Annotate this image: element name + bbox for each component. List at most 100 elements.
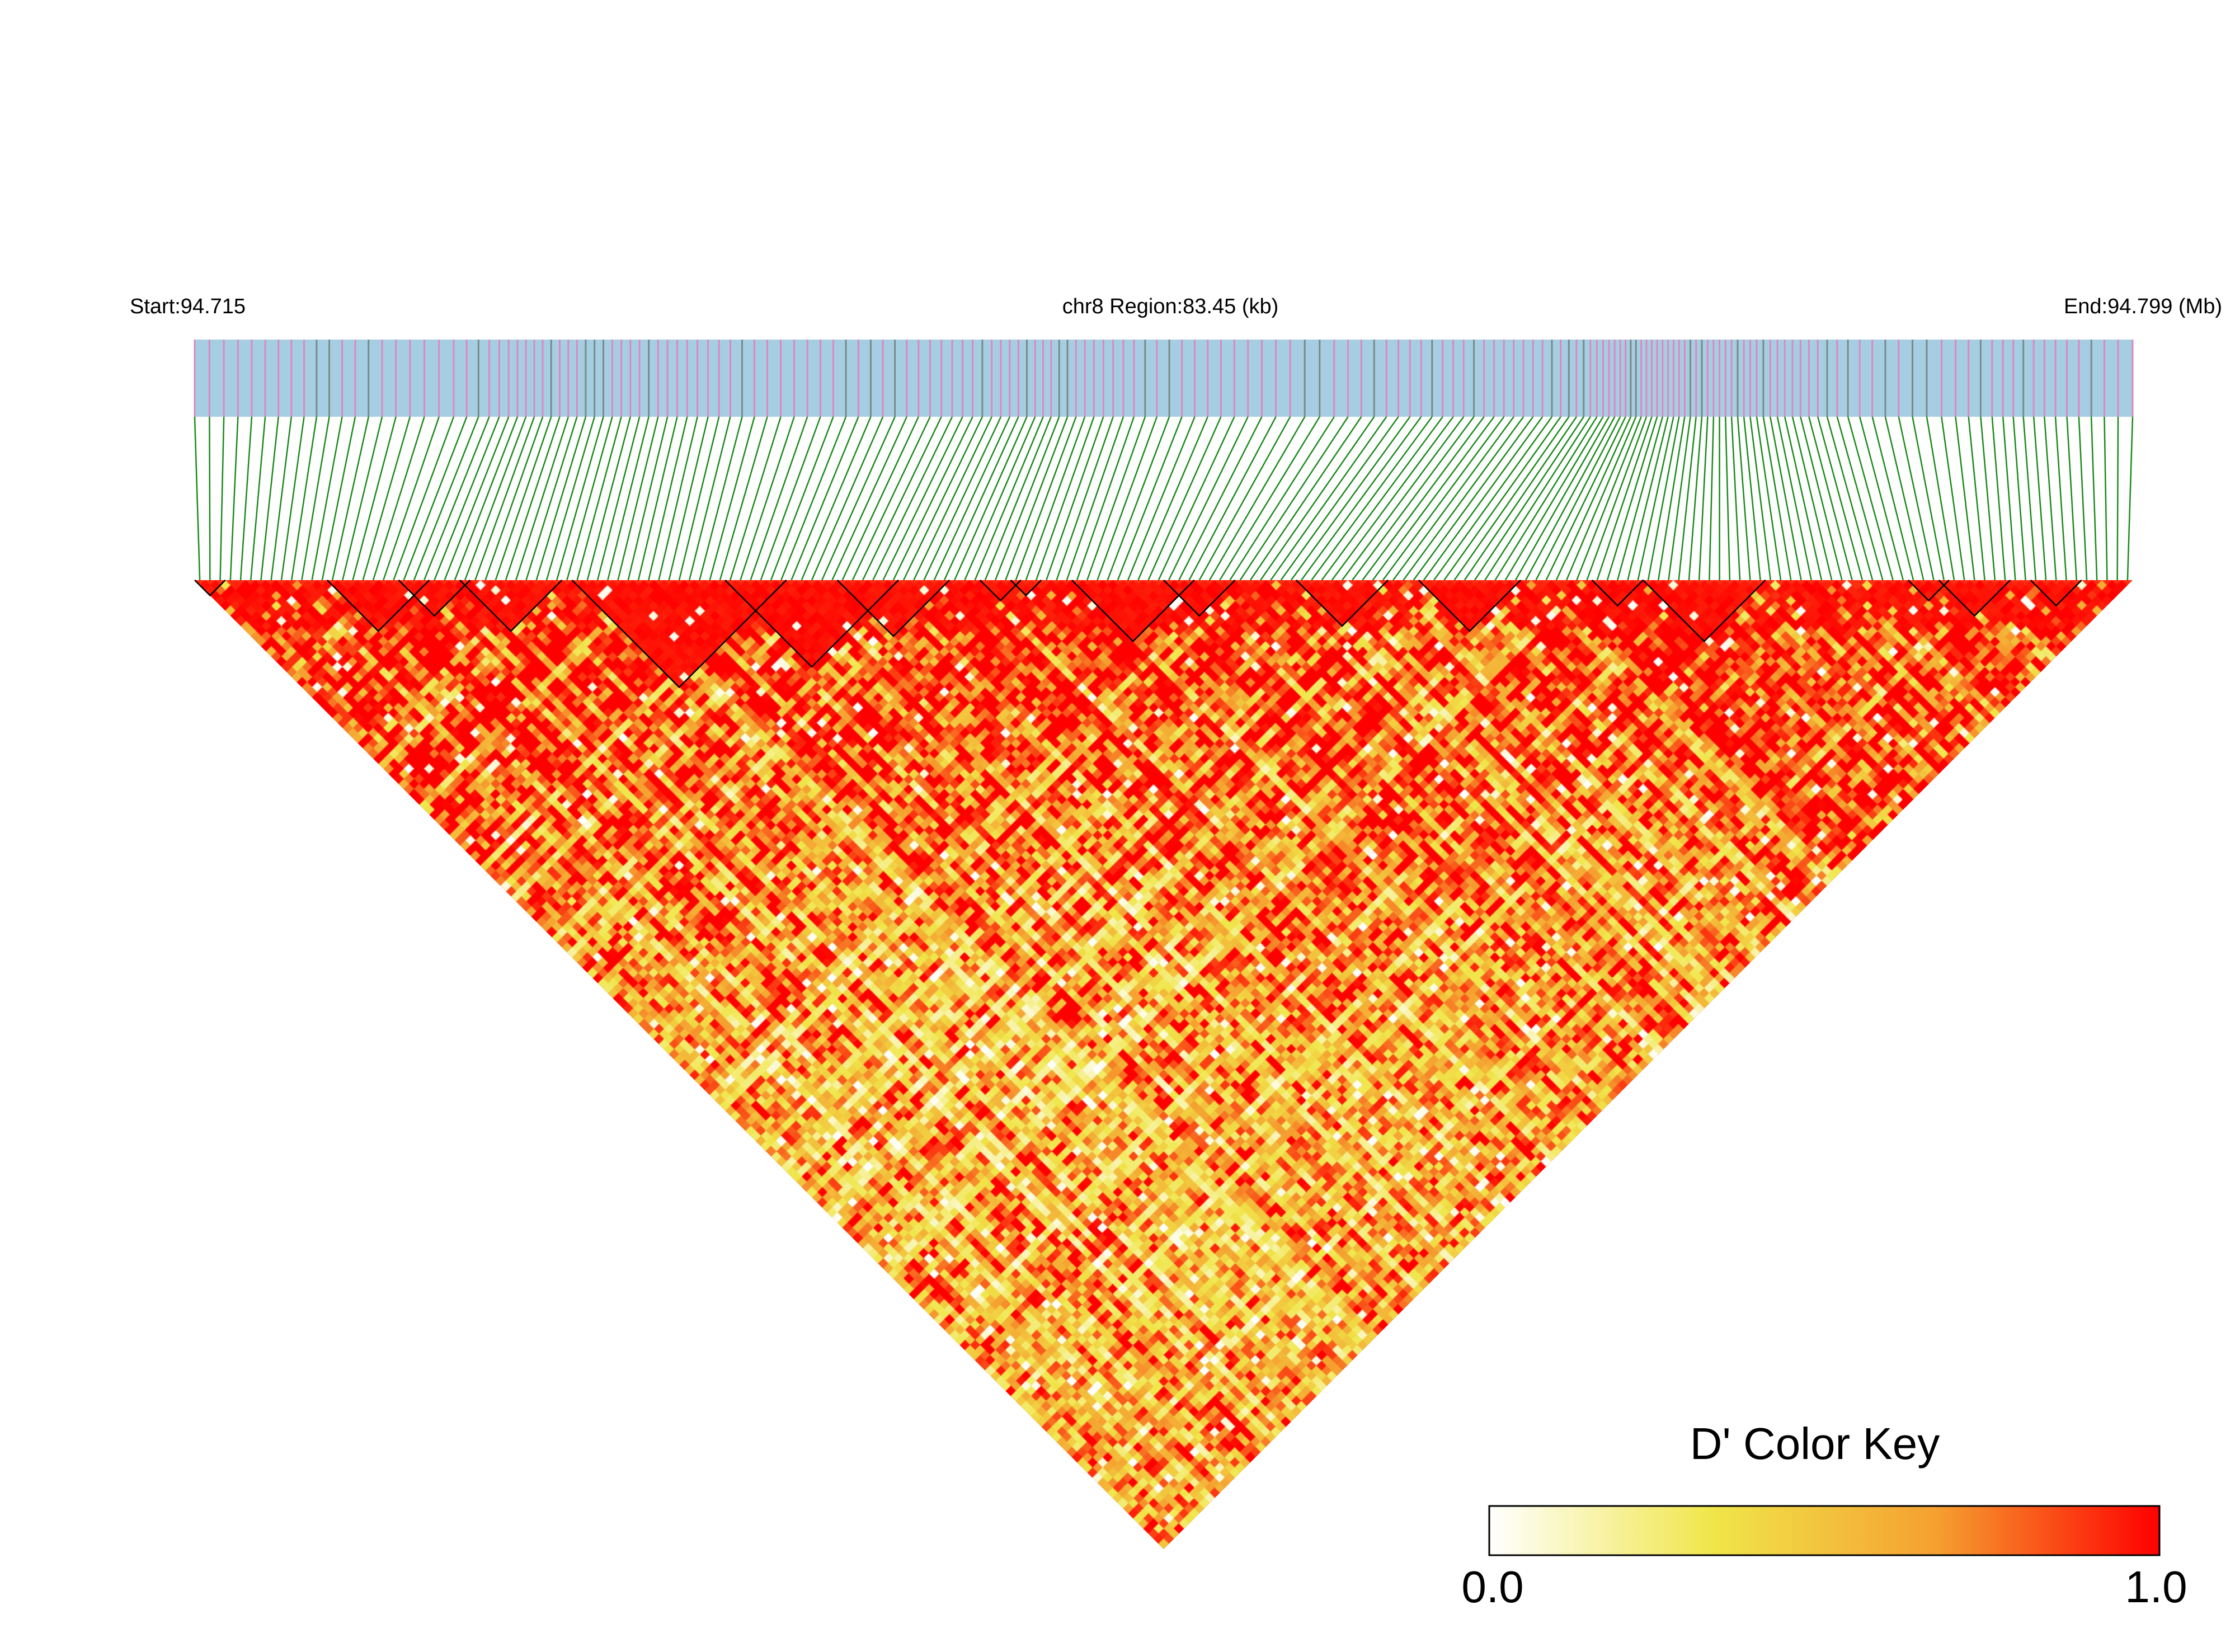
haplotype-block-outline (1418, 580, 1521, 632)
snp-connector (1270, 416, 1387, 581)
snp-connector (1097, 416, 1158, 581)
snp-connector (1168, 416, 1249, 581)
snp-connector (923, 416, 1002, 581)
snp-connector (668, 416, 709, 581)
snp-connector (1871, 416, 1914, 581)
haplotype-block-outline (1071, 580, 1195, 643)
snp-connector (1280, 416, 1399, 581)
snp-connector (709, 416, 755, 581)
snp-connector (194, 416, 201, 581)
snp-connector (1005, 416, 1069, 581)
snp-connector (1688, 416, 1703, 581)
haplotype-block-outline (1010, 580, 1042, 597)
snp-connector (1433, 416, 1553, 581)
snp-connector (1066, 416, 1124, 581)
snp-connector (1724, 416, 1731, 581)
snp-connector (892, 416, 973, 581)
snp-connector (1800, 416, 1843, 581)
snp-connector (383, 416, 440, 581)
snp-connector (1107, 416, 1170, 581)
snp-connector (2032, 416, 2047, 581)
snp-connector (801, 416, 872, 581)
snp-connector (1555, 416, 1632, 581)
snp-connector (1392, 416, 1514, 581)
snp-connector (1229, 416, 1335, 581)
snp-connector (1826, 416, 1874, 581)
snp-connector (1991, 416, 2006, 581)
snp-connector (1586, 416, 1648, 581)
snp-connector (1352, 416, 1475, 581)
snp-connector (1249, 416, 1362, 581)
snp-connector (311, 416, 343, 581)
haplotype-block-outline (194, 580, 226, 597)
snp-connector (811, 416, 884, 581)
snp-connector (872, 416, 953, 581)
snp-connector (280, 416, 305, 581)
snp-connector (791, 416, 859, 581)
snp-connector (851, 416, 931, 581)
snp-connector (209, 416, 211, 581)
snp-connector (1898, 416, 1935, 581)
snp-connector (1668, 416, 1691, 581)
snp-connector (1817, 416, 1864, 581)
snp-connector (607, 416, 650, 581)
snp-connector (719, 416, 768, 581)
snp-connector (617, 416, 659, 581)
snp-connector (699, 416, 743, 581)
haplotype-block-outline (327, 580, 430, 632)
snp-connector (586, 416, 631, 581)
snp-connector (1565, 416, 1637, 581)
snp-connector (1413, 416, 1534, 581)
haplotype-block-outline (1591, 580, 1644, 607)
snp-connector (1219, 416, 1320, 581)
snp-connector (1698, 416, 1709, 581)
snp-connector (1015, 416, 1077, 581)
snp-connector (1301, 416, 1422, 581)
snp-connector (637, 416, 678, 581)
snp-connector (1382, 416, 1505, 581)
snp-connector (1576, 416, 1642, 581)
gene-track (194, 340, 2134, 417)
snp-connector (362, 416, 411, 581)
snp-connector (770, 416, 834, 581)
snp-connector (2066, 416, 2077, 581)
snp-connector (1188, 416, 1277, 581)
snp-connector (1545, 416, 1626, 581)
snp-connector (1311, 416, 1433, 581)
snp-position-connectors (194, 416, 2134, 581)
snp-connector (1158, 416, 1235, 581)
haplotype-block-outline (1296, 580, 1389, 627)
snp-connector (2012, 416, 2026, 581)
variant-ticks (194, 340, 2134, 417)
snp-connector (1709, 416, 1715, 581)
snp-connector (2090, 416, 2098, 581)
snp-connector (943, 416, 1019, 581)
snp-connector (545, 416, 595, 581)
snp-connector (352, 416, 397, 581)
color-key-max-label: 1.0 (2125, 1562, 2187, 1612)
snp-connector (1423, 416, 1544, 581)
snp-connector (1606, 416, 1658, 581)
snp-connector (290, 416, 318, 581)
snp-connector (1117, 416, 1183, 581)
haplotype-block-outline (459, 580, 563, 632)
snp-connector (1737, 416, 1751, 581)
snp-connector (1137, 416, 1208, 581)
region-size-label: chr8 Region:83.45 (kb) (1062, 295, 1279, 318)
snp-connector (1056, 416, 1114, 581)
snp-connector (424, 416, 490, 581)
snp-connector (556, 416, 604, 581)
haplotype-block-outline (398, 580, 471, 617)
color-key-min-label: 0.0 (1461, 1562, 1523, 1612)
snp-connector (260, 416, 279, 581)
snp-connector (1955, 416, 1975, 581)
snp-connector (1784, 416, 1823, 581)
snp-connector (964, 416, 1036, 581)
snp-connector (331, 416, 369, 581)
snp-connector (984, 416, 1052, 581)
haplotype-block-outlines (194, 580, 2082, 689)
snp-connector (434, 416, 500, 581)
snp-connector (1836, 416, 1884, 581)
snp-connector (1525, 416, 1616, 581)
